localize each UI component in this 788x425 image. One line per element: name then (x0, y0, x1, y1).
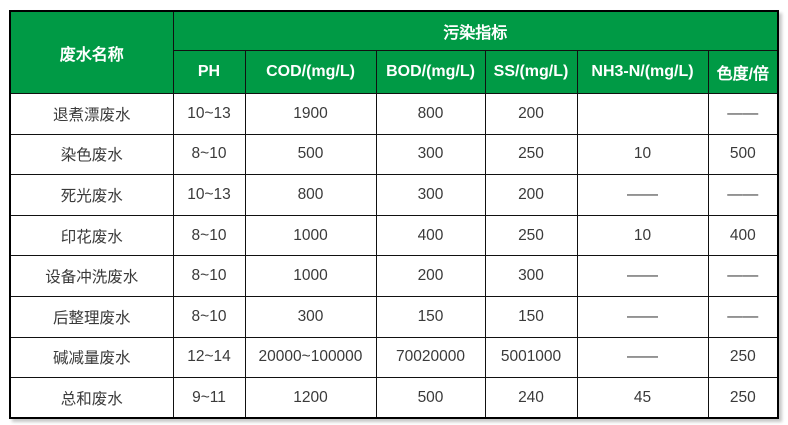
column-group-header-pollution-indicators: 污染指标 (172, 10, 779, 51)
cell-bod: 400 (375, 214, 486, 257)
table-row: 染色废水 8~10 500 300 250 10 500 (9, 133, 779, 176)
cell-cod: 1000 (244, 255, 377, 297)
cell-chroma: 400 (707, 214, 779, 257)
column-header-wastewater-name: 废水名称 (9, 10, 174, 94)
cell-cod: 20000~100000 (244, 336, 377, 379)
cell-bod: 800 (375, 93, 486, 135)
cell-chroma: 500 (707, 133, 779, 176)
cell-name: 总和废水 (9, 377, 174, 419)
cell-chroma: 250 (707, 377, 779, 419)
cell-ph: 8~10 (172, 214, 246, 257)
cell-name: 设备冲洗废水 (9, 255, 174, 297)
cell-bod: 300 (375, 174, 486, 216)
cell-ph: 10~13 (172, 93, 246, 135)
cell-name: 碱减量废水 (9, 336, 174, 379)
cell-nh3n: —— (576, 295, 709, 338)
cell-bod: 200 (375, 255, 486, 297)
table-row: 印花废水 8~10 1000 400 250 10 400 (9, 214, 779, 257)
cell-cod: 500 (244, 133, 377, 176)
cell-nh3n (576, 93, 709, 135)
cell-nh3n: —— (576, 174, 709, 216)
cell-cod: 1000 (244, 214, 377, 257)
cell-nh3n: —— (576, 255, 709, 297)
cell-ss: 5001000 (484, 336, 578, 379)
cell-name: 印花废水 (9, 214, 174, 257)
table-row: 死光废水 10~13 800 300 200 —— —— (9, 174, 779, 216)
cell-cod: 800 (244, 174, 377, 216)
cell-bod: 300 (375, 133, 486, 176)
cell-bod: 70020000 (375, 336, 486, 379)
cell-bod: 150 (375, 295, 486, 338)
cell-cod: 1200 (244, 377, 377, 419)
column-header-chroma: 色度/倍 (707, 50, 779, 94)
table-row: 后整理废水 8~10 300 150 150 —— —— (9, 295, 779, 338)
header-row-sub: PH COD/(mg/L) BOD/(mg/L) SS/(mg/L) NH3-N… (10, 50, 779, 94)
column-header-ss: SS/(mg/L) (484, 50, 578, 94)
cell-ph: 8~10 (172, 255, 246, 297)
header-row-group: 废水名称 污染指标 (9, 10, 779, 94)
table-row: 总和废水 9~11 1200 500 240 45 250 (9, 377, 779, 419)
cell-chroma: —— (707, 255, 779, 297)
cell-ss: 250 (484, 214, 578, 257)
cell-nh3n: 45 (576, 377, 709, 419)
cell-ss: 250 (484, 133, 578, 176)
cell-ph: 8~10 (172, 295, 246, 338)
table-row: 退煮漂废水 10~13 1900 800 200 —— (9, 93, 779, 135)
cell-bod: 500 (375, 377, 486, 419)
cell-chroma: —— (707, 295, 779, 338)
cell-name: 染色废水 (9, 133, 174, 176)
cell-name: 退煮漂废水 (9, 93, 174, 135)
cell-name: 死光废水 (9, 174, 174, 216)
cell-nh3n: 10 (576, 214, 709, 257)
cell-name: 后整理废水 (9, 295, 174, 338)
table-row: 碱减量废水 12~14 20000~100000 70020000 500100… (9, 336, 779, 379)
cell-chroma: 250 (707, 336, 779, 379)
cell-ss: 150 (484, 295, 578, 338)
wastewater-pollution-table: 废水名称 污染指标 PH COD/(mg/L) BOD/(mg/L) SS/(m… (9, 10, 780, 420)
cell-ss: 200 (484, 93, 578, 135)
table-row: 设备冲洗废水 8~10 1000 200 300 —— —— (9, 255, 779, 297)
cell-chroma: —— (707, 174, 779, 216)
cell-nh3n: —— (576, 336, 709, 379)
cell-ss: 240 (484, 377, 578, 419)
cell-ph: 8~10 (172, 133, 246, 176)
column-header-cod: COD/(mg/L) (244, 50, 377, 94)
cell-ss: 200 (484, 174, 578, 216)
wastewater-table-container: 废水名称 污染指标 PH COD/(mg/L) BOD/(mg/L) SS/(m… (9, 10, 780, 420)
cell-chroma: —— (707, 93, 779, 135)
column-header-ph: PH (172, 50, 246, 94)
cell-ss: 300 (484, 255, 578, 297)
cell-ph: 12~14 (172, 336, 246, 379)
cell-ph: 10~13 (172, 174, 246, 216)
cell-nh3n: 10 (576, 133, 709, 176)
column-header-bod: BOD/(mg/L) (375, 50, 486, 94)
cell-cod: 300 (244, 295, 377, 338)
column-header-nh3n: NH3-N/(mg/L) (576, 50, 709, 94)
cell-cod: 1900 (244, 93, 377, 135)
cell-ph: 9~11 (172, 377, 246, 419)
